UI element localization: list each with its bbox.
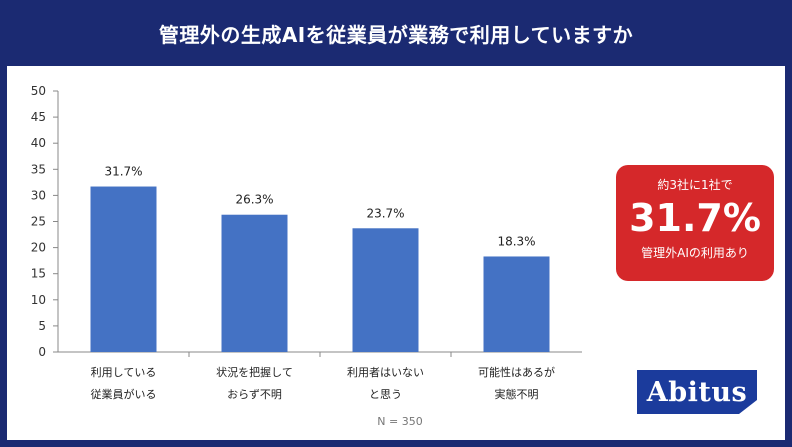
callout-post-text: 管理外AIの利用あり [641, 246, 749, 260]
data-label: 23.7% [366, 206, 404, 220]
y-tick-label: 15 [31, 267, 46, 281]
category-label: 利用している [91, 366, 157, 379]
category-label: 可能性はあるが [478, 365, 555, 379]
y-tick-label: 25 [31, 215, 46, 229]
bar [352, 228, 419, 352]
category-label: 利用者はいない [347, 366, 424, 379]
y-tick-label: 50 [31, 84, 46, 98]
data-label: 31.7% [104, 165, 142, 179]
callout-pre-text: 約3社に1社で [657, 178, 733, 192]
category-label: と思う [369, 388, 402, 401]
data-label: 18.3% [497, 234, 535, 248]
y-tick-label: 35 [31, 162, 46, 176]
highlight-callout: 約3社に1社で 31.7% 管理外AIの利用あり [616, 165, 774, 281]
category-label: おらず不明 [227, 388, 282, 401]
y-tick-label: 0 [38, 345, 46, 359]
abitus-logo: Abitus [637, 370, 757, 414]
category-label: 従業員がいる [91, 387, 157, 401]
y-tick-label: 20 [31, 241, 46, 255]
sample-size-note: N = 350 [377, 415, 423, 428]
bar [483, 256, 550, 352]
data-label: 26.3% [235, 193, 273, 207]
callout-value: 31.7% [629, 196, 761, 240]
category-label: 状況を把握して [216, 365, 293, 379]
category-label: 実態不明 [495, 387, 539, 401]
logo-text: Abitus [646, 376, 748, 408]
y-tick-label: 40 [31, 136, 46, 150]
y-tick-label: 30 [31, 188, 46, 202]
header-banner: 管理外の生成AIを従業員が業務で利用していますか [0, 0, 792, 66]
y-tick-label: 5 [38, 319, 46, 333]
y-tick-label: 45 [31, 110, 46, 124]
bar [221, 214, 288, 352]
y-tick-label: 10 [31, 293, 46, 307]
bar [90, 186, 157, 352]
page-title: 管理外の生成AIを従業員が業務で利用していますか [158, 22, 634, 47]
